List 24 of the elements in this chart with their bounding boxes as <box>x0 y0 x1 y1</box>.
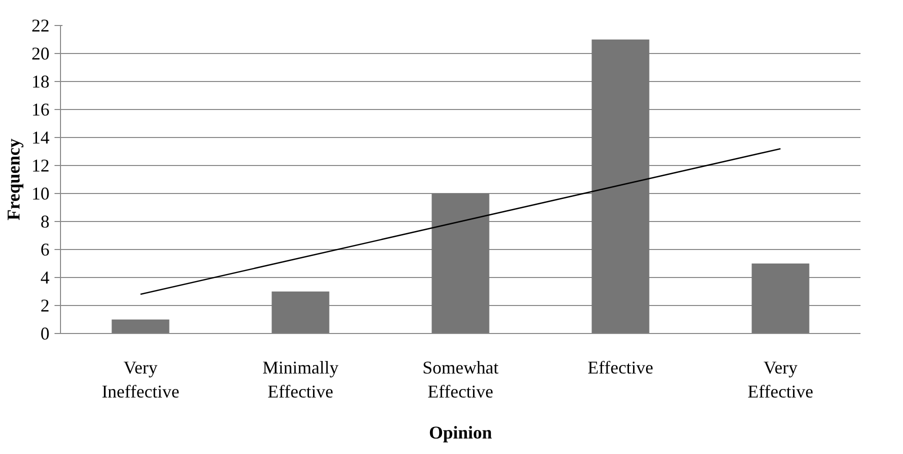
y-tick-label: 6 <box>40 240 50 260</box>
y-tick-label: 22 <box>32 16 50 36</box>
y-tick-label: 16 <box>32 100 50 120</box>
y-tick-label: 10 <box>32 184 50 204</box>
y-tick-label: 20 <box>32 44 50 64</box>
y-tick-label: 0 <box>40 324 50 344</box>
y-tick-label: 18 <box>32 72 50 92</box>
x-tick-label: Effective <box>588 358 654 378</box>
x-tick-label: Somewhat Effective <box>422 358 499 402</box>
y-tick-label: 12 <box>32 156 50 176</box>
bar <box>752 264 810 334</box>
x-tick-label: Very Effective <box>748 358 814 402</box>
x-axis-title: Opinion <box>428 422 492 442</box>
y-tick-label: 4 <box>40 268 50 288</box>
bar <box>432 194 490 334</box>
bar <box>272 292 330 334</box>
y-tick-label: 14 <box>32 128 50 148</box>
x-tick-label: Very Ineffective <box>102 358 180 402</box>
y-axis-title: Frequency <box>4 138 24 220</box>
x-tick-label: Minimally Effective <box>262 358 338 402</box>
bar <box>112 320 170 334</box>
y-tick-label: 8 <box>40 212 50 232</box>
bar <box>592 40 650 334</box>
y-tick-label: 2 <box>40 296 50 316</box>
